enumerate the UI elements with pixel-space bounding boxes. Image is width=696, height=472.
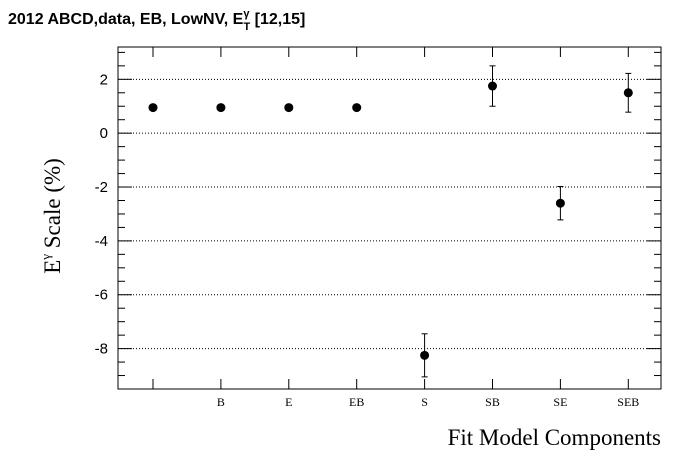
y-tick-label-5: -8 — [95, 341, 108, 358]
data-point-6 — [555, 198, 565, 208]
x-tick-label-5: SB — [485, 395, 500, 409]
chart-title: 2012 ABCD,data, EB, LowNV, Eγ T [12,15] — [8, 8, 305, 33]
x-tick-label-2: E — [285, 395, 292, 409]
data-point-4 — [420, 350, 430, 360]
y-tick-labels: 2 0 -2 -4 -6 -8 — [95, 71, 108, 357]
error-bars — [421, 65, 632, 378]
chart-title-sup: γ — [243, 8, 250, 20]
data-point-7 — [623, 88, 633, 98]
y-tick-label-1: 0 — [100, 125, 108, 142]
y-axis-title: Eγ Scale (%) — [38, 158, 65, 274]
y-axis-title-sup: γ — [38, 254, 53, 261]
y-axis-title-rest: Scale (%) — [40, 158, 65, 254]
plot-frame — [117, 46, 662, 390]
data-point-5 — [488, 81, 497, 91]
data-point-1 — [216, 103, 226, 113]
x-tick-labels: B E EB S SB SE SEB — [217, 395, 639, 409]
x-tick-label-3: EB — [349, 395, 364, 409]
grid-lines — [118, 78, 661, 350]
chart-title-sub: T — [243, 21, 250, 33]
data-points — [148, 81, 633, 360]
x-tick-label-6: SE — [553, 395, 567, 409]
x-tick-label-1: B — [217, 395, 225, 409]
y-tick-label-3: -4 — [95, 233, 108, 250]
y-tick-label-0: 2 — [100, 71, 108, 88]
data-point-2 — [284, 103, 294, 113]
x-axis-title: Fit Model Components — [448, 425, 661, 450]
data-point-0 — [148, 103, 158, 113]
axis-ticks — [118, 47, 661, 390]
y-tick-label-4: -6 — [95, 287, 108, 304]
y-axis-title-main: E — [40, 260, 65, 274]
x-tick-label-7: SEB — [617, 395, 639, 409]
x-tick-label-4: S — [421, 395, 428, 409]
chart-title-prefix: 2012 ABCD,data, EB, LowNV, E — [8, 11, 244, 28]
data-point-3 — [352, 103, 362, 113]
y-tick-label-2: -2 — [95, 179, 108, 196]
chart-title-suffix: [12,15] — [250, 11, 305, 28]
